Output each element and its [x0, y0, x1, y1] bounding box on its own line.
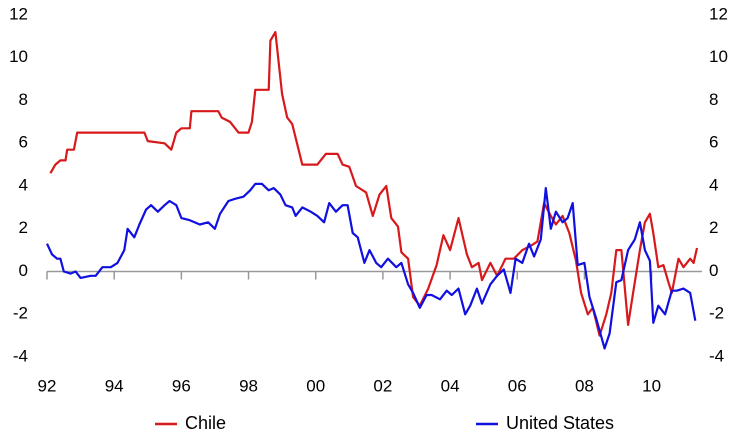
y2-tick-label: 10 — [709, 47, 728, 66]
y2-tick-label: 8 — [709, 90, 718, 109]
x-tick-label: 92 — [38, 376, 57, 395]
y-tick-label: -2 — [13, 304, 28, 323]
line — [49, 31, 699, 337]
x-tick-label: 02 — [373, 376, 392, 395]
y2-tick-label: -2 — [709, 304, 724, 323]
y-tick-label: 12 — [9, 4, 28, 23]
x-tick-label: 04 — [441, 376, 460, 395]
y2-tick-label: 0 — [709, 261, 718, 280]
legend-label: Chile — [185, 413, 226, 433]
y2-tick-label: 12 — [709, 4, 728, 23]
x-tick-label: 94 — [105, 376, 124, 395]
y-tick-label: 0 — [19, 261, 28, 280]
y2-tick-label: 2 — [709, 218, 718, 237]
y2-tick-label: 6 — [709, 133, 718, 152]
x-tick-label: 08 — [575, 376, 594, 395]
x-tick-label: 96 — [172, 376, 191, 395]
x-tick-label: 98 — [239, 376, 258, 395]
y-tick-label: 4 — [19, 175, 28, 194]
y2-tick-label: 4 — [709, 175, 718, 194]
legend-label: United States — [506, 413, 614, 433]
x-tick-label: 06 — [508, 376, 527, 395]
y-tick-label: 6 — [19, 133, 28, 152]
x-tick-label: 10 — [642, 376, 661, 395]
y2-tick-label: -4 — [709, 346, 724, 365]
y-tick-label: 8 — [19, 90, 28, 109]
y-tick-label: -4 — [13, 346, 28, 365]
y-tick-label: 10 — [9, 47, 28, 66]
x-tick-label: 00 — [306, 376, 325, 395]
y-tick-label: 2 — [19, 218, 28, 237]
line — [46, 182, 697, 350]
